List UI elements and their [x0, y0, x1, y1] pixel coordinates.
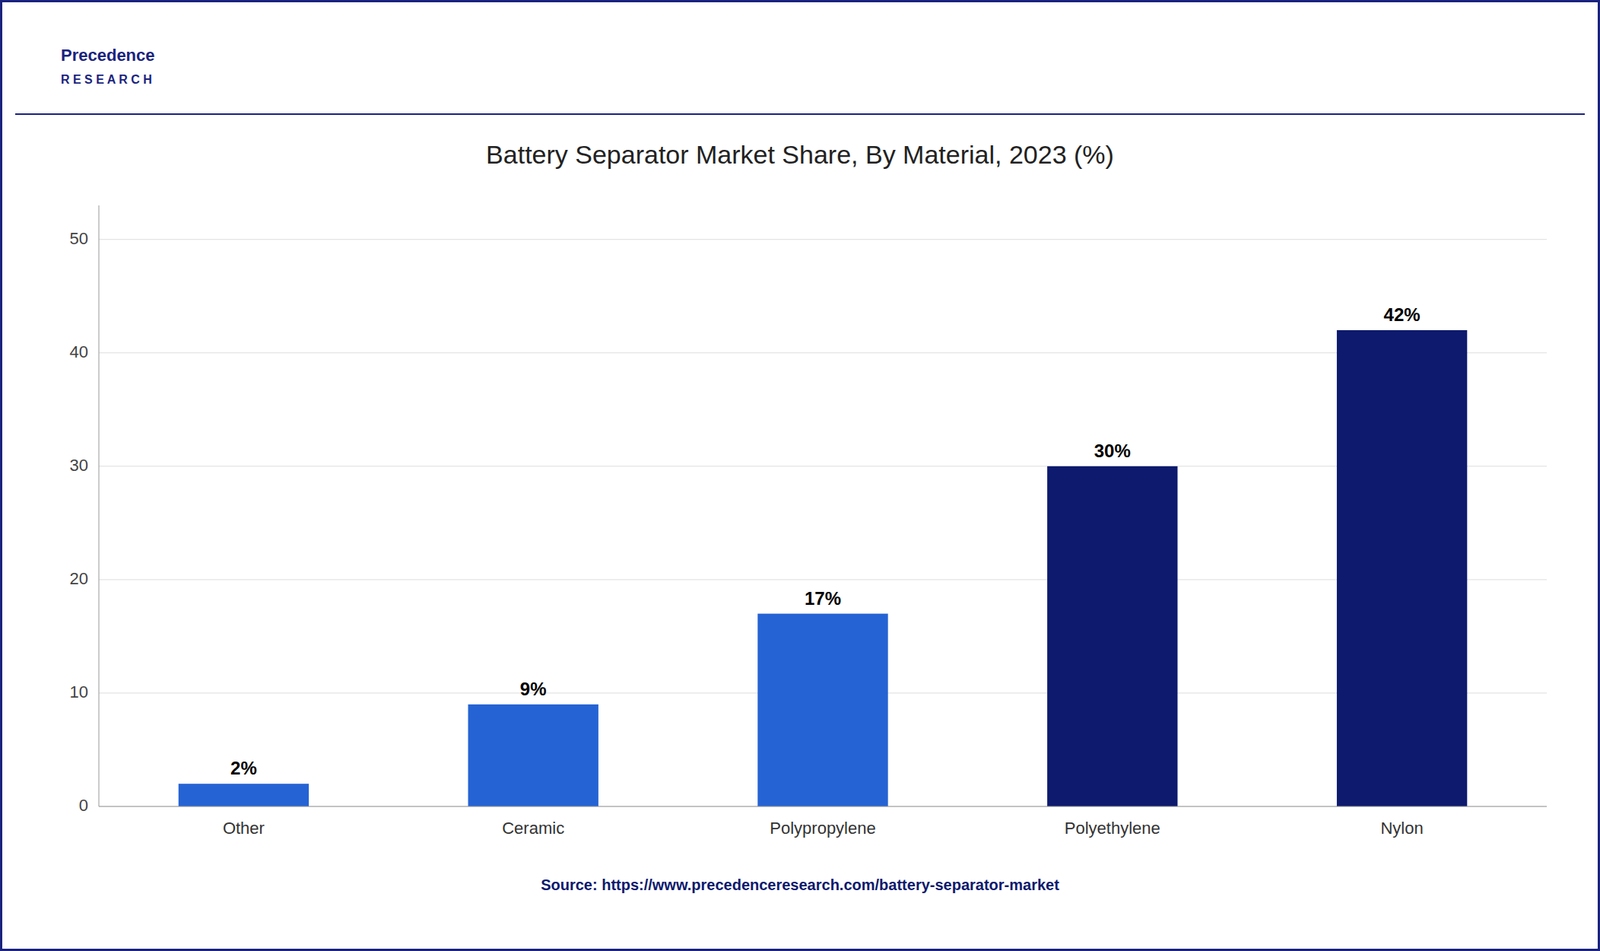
grid-line: [98, 352, 1547, 353]
grid-line: [98, 238, 1547, 240]
y-tick-label: 30: [69, 455, 89, 475]
title: Battery Separator Market Share, By Mater…: [485, 139, 1115, 169]
source-text: Source: https://www.precedenceresearch.c…: [540, 876, 1060, 893]
grid-line: [98, 806, 1547, 807]
bar: [757, 613, 888, 807]
x-axis-line: [98, 806, 1547, 807]
data-label: 17%: [804, 587, 842, 609]
data-label: 9%: [520, 678, 547, 699]
y-tick-label: 40: [69, 342, 89, 362]
bar: [178, 783, 309, 807]
bar: [1047, 466, 1178, 807]
border: [1, 1, 1600, 950]
x-tick-label: Ceramic: [501, 818, 565, 838]
y-axis-line: [98, 205, 100, 807]
logo-subtext: R E S E A R C H: [60, 73, 153, 86]
logo-text: Precedence: [60, 45, 156, 65]
separator: [15, 113, 1585, 115]
background: [0, 0, 1600, 951]
y-tick-label: 0: [79, 795, 89, 815]
bar: [1336, 330, 1467, 807]
bar: [468, 704, 599, 807]
chart-container: Precedence R E S E A R C H Battery Separat…: [0, 0, 1600, 951]
y-tick-label: 10: [69, 682, 89, 702]
grid: [98, 239, 1547, 807]
x-tick-label: Polyethylene: [1064, 818, 1161, 838]
y-tick-label: 50: [69, 228, 89, 248]
data-label: 42%: [1384, 304, 1421, 325]
x-tick-label: Polypropylene: [769, 818, 876, 838]
y-tick-label: 20: [69, 568, 89, 588]
grid-line: [98, 465, 1547, 467]
chart-svg: Precedence R E S E A R C H Battery Separat…: [0, 0, 1600, 951]
data-label: 2%: [230, 757, 258, 778]
x-tick-label: Other: [222, 818, 265, 838]
bars: [178, 330, 1468, 807]
grid-line: [98, 578, 1547, 580]
data-label: 30%: [1094, 440, 1131, 461]
x-tick-label: Nylon: [1380, 818, 1423, 838]
